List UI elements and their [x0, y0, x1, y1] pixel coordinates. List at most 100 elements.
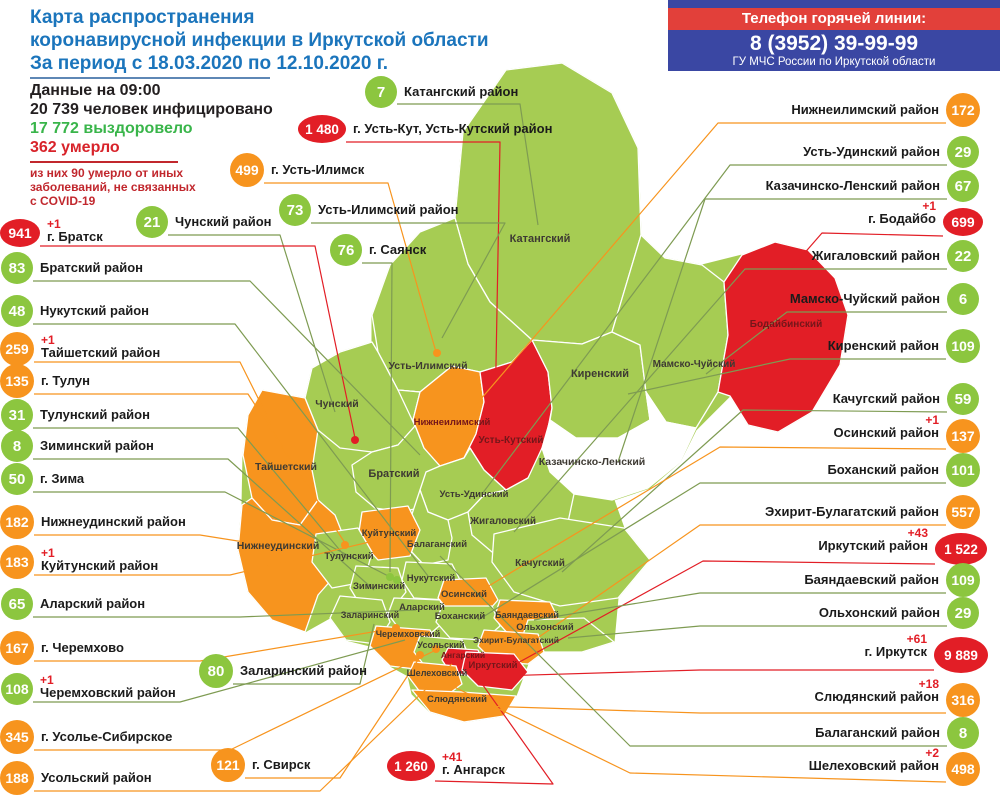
- leader-line-ekhirit-bulagatsky-district: [525, 524, 946, 647]
- title-line-2: коронавирусной инфекции в Иркутской обла…: [30, 30, 489, 51]
- leader-line-ziminsky-district: [33, 458, 375, 591]
- title-underline: [30, 77, 270, 79]
- map-label-Заларинский: Заларинский: [341, 610, 399, 620]
- leader-line-bodaibo-city: [787, 232, 944, 273]
- city-dot-5: [432, 645, 440, 653]
- badge-label-alarsky-district: Аларский район: [40, 596, 146, 611]
- city-dot-6: [386, 573, 394, 581]
- city-dot-4: [416, 651, 424, 659]
- leader-line-sayansk-city: [362, 262, 393, 573]
- badge-kachugsky-district: 59: [947, 383, 979, 415]
- region-bodaibinsky: [717, 241, 849, 433]
- badge-label-kachugsky-district: Качугский район: [832, 391, 940, 406]
- leader-line-osinsky-district: [471, 446, 947, 597]
- map-label-Нижнеудинский: Нижнеудинский: [237, 540, 320, 552]
- leader-line-slyudyansky-district: [479, 705, 946, 714]
- badge-osinsky-district: 137: [946, 419, 980, 453]
- badge-label-irkutsky-district: Иркутский район: [818, 538, 928, 553]
- hotline-banner: Телефон горячей линии: 8 (3952) 39-99-99…: [668, 0, 1000, 71]
- leader-line-ust-ilimsky-district: [311, 222, 506, 339]
- badge-delta-cheremkhovsky-district: +1: [40, 673, 54, 687]
- leader-line-shelekhovsky-district: [447, 683, 947, 783]
- badge-balagansky-district: 8: [947, 717, 979, 749]
- badge-svirsk-city: 121: [211, 748, 245, 782]
- badge-delta-taishetsky-district: +1: [41, 333, 55, 347]
- stats-died: 362 умерло: [30, 139, 120, 156]
- badge-label-ust-ilimsky-district: Усть-Илимский район: [318, 202, 459, 217]
- badge-label-taishetsky-district: Тайшетский район: [41, 345, 161, 360]
- leader-line-nukutsky-district: [33, 323, 429, 577]
- badge-mamsko-chuysky-district: 6: [947, 283, 979, 315]
- leader-line-katangsky-district: [397, 103, 539, 226]
- map-label-Аларский: Аларский: [399, 602, 445, 613]
- map-label-Усольский: Усольский: [417, 640, 464, 650]
- stats-infected: 20 739 человек инфицировано: [30, 101, 273, 118]
- badge-tulun-city: 135: [0, 364, 34, 398]
- leader-line-zalarinsky-district: [233, 623, 375, 685]
- stats-note-line-3: с COVID-19: [30, 194, 96, 208]
- badge-label-katangsky-district: Катангский район: [404, 84, 519, 99]
- leader-line-bratsky-district: [33, 280, 421, 456]
- map-label-Боханский: Боханский: [435, 611, 486, 622]
- leader-line-mamsko-chuysky-district: [705, 311, 947, 375]
- badge-nukutsky-district: 48: [1, 295, 33, 327]
- leader-line-olkhonsky-district: [567, 625, 947, 639]
- badge-delta-osinsky-district: +1: [925, 413, 939, 427]
- map-label-Катангский: Катангский: [510, 233, 571, 245]
- badge-angarsk-city: 1 260: [387, 751, 435, 781]
- map-label-Нижнеилимский: Нижнеилимский: [414, 417, 491, 428]
- badge-label-bratsky-district: Братский район: [40, 260, 143, 275]
- badge-label-cheremkhovsky-district: Черемховский район: [40, 685, 176, 700]
- leader-line-usolsky-district: [34, 663, 453, 792]
- badge-delta-irkutsky-district: +43: [907, 526, 928, 540]
- badge-label-irkutsk-city: г. Иркутск: [864, 644, 927, 659]
- map-label-Иркутский: Иркутский: [468, 660, 517, 671]
- map-label-Бодайбинский: Бодайбинский: [750, 318, 822, 330]
- map-label-Осинский: Осинский: [441, 589, 487, 600]
- badge-tulunsky-district: 31: [1, 399, 33, 431]
- map-label-Усть-Удинский: Усть-Удинский: [440, 489, 509, 500]
- map-label-Усть-Илимский: Усть-Илимский: [388, 360, 467, 372]
- leader-line-zima-city: [33, 491, 397, 581]
- badge-label-balagansky-district: Балаганский район: [815, 725, 940, 740]
- hotline-title: Телефон горячей линии:: [668, 8, 1000, 30]
- badge-label-kazachinsko-lensky-district: Казачинско-Ленский район: [765, 178, 940, 193]
- city-dot-3: [392, 624, 400, 632]
- hotline-organization: ГУ МЧС России по Иркутской области: [732, 56, 936, 68]
- badge-label-zima-city: г. Зима: [40, 471, 85, 486]
- hotline-phone-number: 8 (3952) 39-99-99: [749, 32, 919, 55]
- badge-label-bokhansky-district: Боханский район: [827, 462, 939, 477]
- badge-olkhonsky-district: 29: [947, 597, 979, 629]
- map-label-Шелеховский: Шелеховский: [407, 668, 468, 678]
- leader-line-taishetsky-district: [34, 361, 289, 459]
- leader-line-balagansky-district: [439, 555, 947, 747]
- badge-delta-slyudyansky-district: +18: [918, 677, 939, 691]
- badge-delta-angarsk-city: +41: [442, 750, 463, 764]
- badge-bayandaevsky-district: 109: [946, 563, 980, 597]
- leader-line-zhigalovsky-district: [513, 268, 947, 533]
- badge-label-ziminsky-district: Зиминский район: [40, 438, 154, 453]
- map-label-Зиминский: Зиминский: [353, 581, 405, 592]
- badge-label-kuytunsky-district: Куйтунский район: [41, 558, 159, 573]
- badge-label-shelekhovsky-district: Шелеховский район: [808, 758, 939, 773]
- badge-label-zalarinsky-district: Заларинский район: [240, 663, 367, 678]
- badge-label-ust-ilimsk-city: г. Усть-Илимск: [271, 162, 365, 177]
- badge-taishetsky-district: 259: [0, 332, 34, 366]
- badge-sayansk-city: 76: [330, 234, 362, 266]
- badge-label-mamsko-chuysky-district: Мамско-Чуйский район: [789, 291, 940, 306]
- leader-line-ust-udinsky-district: [481, 164, 947, 495]
- map-label-Слюдянский: Слюдянский: [427, 694, 487, 705]
- map-label-Усть-Кутский: Усть-Кутский: [479, 435, 544, 446]
- badge-usolye-sibirskoye-city: 345: [0, 720, 34, 754]
- badge-zhigalovsky-district: 22: [947, 240, 979, 272]
- badge-nizhneudinsky-district: 182: [0, 505, 34, 539]
- leader-line-ust-kut-city: [346, 141, 501, 421]
- badge-label-bratsk-city: г. Братск: [47, 229, 103, 244]
- badge-usolsky-district: 188: [0, 761, 34, 795]
- stats-divider: [30, 161, 178, 163]
- badge-bodaibo-city: 699: [943, 208, 983, 236]
- badge-label-olkhonsky-district: Ольхонский район: [818, 605, 940, 620]
- badge-label-chunsky-district: Чунский район: [175, 214, 272, 229]
- badge-slyudyansky-district: 316: [946, 683, 980, 717]
